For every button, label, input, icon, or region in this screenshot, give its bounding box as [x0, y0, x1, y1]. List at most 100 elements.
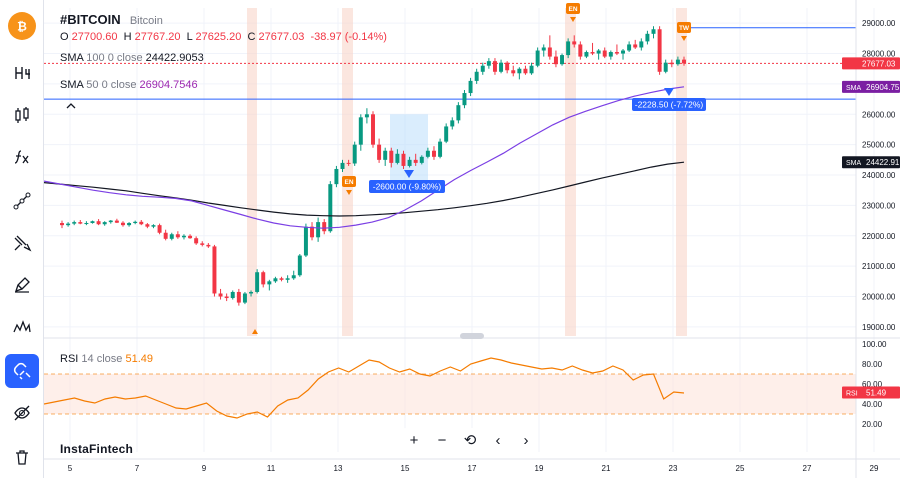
chevron-up-icon	[66, 103, 76, 109]
candle-body	[102, 222, 107, 225]
marker-tw-arrow	[681, 36, 687, 41]
eye-off-icon	[14, 405, 30, 421]
candle-body	[462, 93, 467, 106]
left-toolbar: ₿	[0, 0, 44, 478]
sma50-legend[interactable]: SMA 50 0 close 26904.7546	[60, 79, 198, 91]
sma50-tag-tag-value: 26904.75	[866, 83, 900, 92]
candles	[60, 26, 686, 306]
price-tick-label: 29000.00	[862, 19, 896, 28]
candle-body	[72, 222, 77, 224]
marker-en-2: EN	[568, 6, 577, 13]
pen-button[interactable]	[5, 268, 39, 302]
bitcoin-logo[interactable]: ₿	[8, 12, 36, 40]
close-value: 27677.03	[258, 31, 305, 43]
change-value: -38.97 (-0.14%)	[310, 31, 387, 43]
hide-button[interactable]	[5, 396, 39, 430]
candle-body	[492, 61, 497, 72]
scroll-right-button[interactable]: ›	[514, 428, 538, 452]
candle-body	[157, 225, 162, 233]
candle-body	[127, 223, 132, 226]
timeframe-button[interactable]	[5, 56, 39, 90]
candle-body	[578, 44, 583, 57]
sma100-tag-tag-label: SMA	[846, 160, 862, 167]
candle-body	[675, 59, 680, 65]
symbol-legend: #BITCOIN Bitcoin	[60, 12, 163, 27]
rsi-tag-tag-label: RSI	[846, 391, 858, 398]
time-tick-label: 29	[870, 464, 879, 473]
price-tag-tag-value: 27677.03	[862, 59, 896, 68]
zoom-in-button[interactable]: +	[402, 428, 426, 452]
candle-body	[224, 296, 229, 299]
rsi-legend[interactable]: RSI 14 close 51.49	[60, 353, 153, 365]
candle-body	[651, 29, 656, 34]
candle-body	[572, 41, 577, 45]
candle-body	[163, 232, 168, 239]
pattern-button[interactable]	[5, 310, 39, 344]
svg-text:₿: ₿	[17, 20, 27, 34]
candle-body	[352, 144, 357, 164]
measure-label-2-bg	[632, 98, 706, 111]
rsi-line	[44, 357, 685, 419]
candle-body	[200, 243, 205, 245]
symbol-ticker[interactable]: #BITCOIN	[60, 12, 121, 27]
candle-body	[395, 153, 400, 163]
price-tag-bg	[842, 57, 900, 70]
high-value: 27767.20	[134, 31, 181, 43]
fib-button[interactable]	[5, 226, 39, 260]
candle-body	[401, 153, 406, 166]
rsi-tag-bg	[842, 386, 900, 399]
candle-body	[230, 291, 235, 299]
candle-body	[297, 255, 302, 276]
candle-body	[407, 159, 412, 166]
marker-tw: TW	[679, 25, 690, 32]
scroll-left-button[interactable]: ‹	[486, 428, 510, 452]
price-tick-label: 19000.00	[862, 323, 896, 332]
candle-body	[456, 105, 461, 121]
magnet-button[interactable]	[5, 354, 39, 388]
highlight-band	[342, 8, 353, 336]
watermark: InstaFintech	[60, 442, 134, 456]
time-tick-label: 13	[334, 464, 343, 473]
chart-type-button[interactable]	[5, 98, 39, 132]
candle-body	[273, 278, 278, 282]
candle-body	[364, 114, 369, 118]
time-tick-label: 15	[401, 464, 410, 473]
candlestick-chart[interactable]: 29000.0028000.0027000.0026000.0025000.00…	[44, 0, 900, 478]
delete-button[interactable]	[5, 440, 39, 474]
candle-body	[486, 61, 491, 66]
h4-timeframe-icon	[15, 67, 30, 79]
price-tick-label: 25000.00	[862, 141, 896, 150]
sma100-legend[interactable]: SMA 100 0 close 24422.9053	[60, 52, 204, 64]
candle-body	[511, 70, 516, 74]
measure-label-1: -2600.00 (-9.80%)	[373, 182, 442, 192]
sma100-tag-tag-value: 24422.91	[866, 158, 900, 167]
highlight-band	[676, 8, 687, 336]
price-tick-label: 21000.00	[862, 262, 896, 271]
marker-tw-bg	[677, 22, 691, 33]
pen-icon	[14, 277, 30, 293]
indicators-button[interactable]	[5, 140, 39, 174]
candle-body	[547, 47, 552, 57]
candle-body	[78, 222, 83, 224]
marker-en-2-bg	[566, 3, 580, 14]
reset-button[interactable]: ⟲	[458, 428, 482, 452]
candle-body	[181, 235, 186, 238]
time-tick-label: 7	[135, 464, 140, 473]
zoom-out-button[interactable]: −	[430, 428, 454, 452]
sma50-line	[44, 86, 685, 229]
candle-body	[316, 222, 321, 238]
collapse-legend-button[interactable]	[64, 101, 78, 113]
candle-body	[627, 44, 632, 51]
sma100-line	[44, 161, 685, 217]
candle-body	[242, 293, 247, 303]
highlight-band	[247, 8, 257, 336]
time-tick-label: 25	[736, 464, 745, 473]
trendline-button[interactable]	[5, 184, 39, 218]
candle-body	[66, 223, 71, 226]
candle-body	[389, 150, 394, 163]
price-tick-label: 24000.00	[862, 171, 896, 180]
candle-body	[499, 62, 504, 72]
candle-body	[529, 65, 534, 74]
candle-body	[535, 50, 540, 66]
candle-body	[279, 278, 284, 280]
